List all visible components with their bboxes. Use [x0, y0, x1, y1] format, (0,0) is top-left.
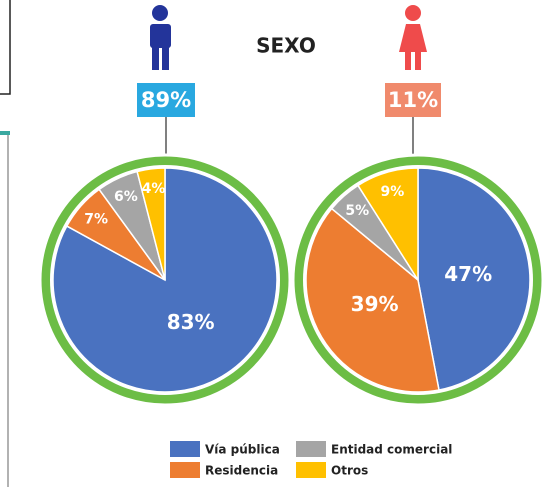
slice-label: 6%	[114, 189, 138, 205]
pie-slice	[136, 167, 166, 281]
pie-slice	[305, 207, 440, 393]
pie-slice	[417, 167, 531, 391]
slice-label: 4%	[142, 181, 166, 197]
slice-label: 39%	[351, 292, 399, 316]
pie-slice	[356, 167, 419, 283]
legend-label: Vía pública	[205, 443, 280, 457]
legend-swatch	[170, 462, 200, 478]
slice-label: 47%	[444, 262, 492, 286]
pies: 83% 7% 6%4% 47% 39% 5% 9%	[38, 153, 545, 407]
female-icon	[399, 5, 427, 70]
legend-swatch	[170, 441, 200, 457]
legend-label: Otros	[331, 464, 368, 478]
frame-box	[0, 0, 11, 95]
slice-label: 83%	[167, 310, 215, 334]
male-icon	[150, 5, 171, 70]
slice-label: 7%	[84, 211, 108, 227]
female-share-box	[385, 83, 441, 117]
slice-label: 5%	[345, 203, 369, 219]
legend-swatch	[296, 441, 326, 457]
legend-swatch	[296, 462, 326, 478]
male-share-box	[137, 83, 195, 117]
female-share: 11%	[388, 88, 438, 112]
legend: Vía pública Residencia Entidad comercial Ot…	[170, 441, 452, 478]
legend-label: Residencia	[205, 464, 278, 478]
male-share: 89%	[141, 88, 191, 112]
title: SEXO	[256, 34, 316, 58]
slice-label: 9%	[380, 184, 404, 200]
legend-label: Entidad comercial	[331, 443, 452, 457]
